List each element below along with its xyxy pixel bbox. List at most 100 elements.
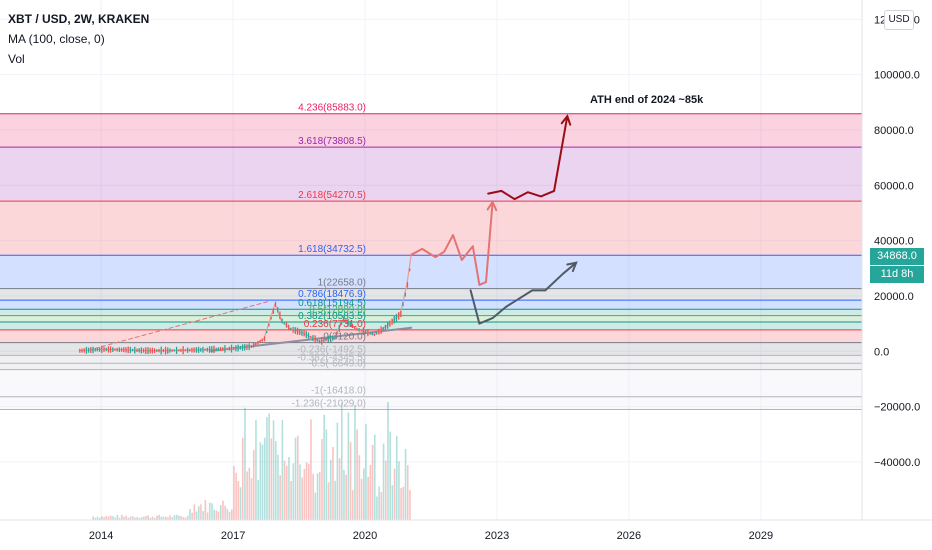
price-candle: [118, 347, 121, 353]
price-candle: [114, 348, 116, 351]
fib-zone: [0, 309, 862, 316]
forecast-gray-arrow: [469, 261, 578, 325]
x-tick-label: 2020: [353, 530, 377, 542]
price-candle: [354, 326, 356, 329]
volume-bar: [387, 402, 389, 520]
price-candle: [156, 349, 158, 352]
volume-bar: [305, 462, 308, 520]
countdown-badge: 11d 8h: [870, 266, 924, 283]
price-candle: [90, 347, 92, 354]
price-candle: [255, 342, 257, 346]
volume-bar: [255, 419, 257, 520]
volume-bar: [303, 468, 306, 520]
price-candle: [158, 348, 160, 353]
price-candle: [290, 327, 292, 331]
volume-bar: [153, 518, 156, 520]
price-candle: [193, 347, 195, 353]
price-candle: [233, 346, 235, 351]
volume-bar: [340, 402, 343, 520]
price-candle: [307, 332, 310, 339]
volume-bar: [204, 499, 207, 520]
price-candle: [94, 348, 96, 352]
price-candle: [98, 347, 101, 352]
volume-bar: [107, 516, 110, 520]
forecasts: [410, 114, 578, 325]
volume-bar: [138, 517, 141, 520]
price-candle: [336, 331, 338, 335]
ma-indicator-label[interactable]: MA (100, close, 0): [8, 32, 105, 46]
price-candle: [351, 323, 354, 328]
volume-bar: [332, 446, 334, 520]
volume-bar: [195, 511, 198, 520]
y-tick-label: 40000.0: [874, 236, 914, 248]
currency-button[interactable]: USD: [884, 10, 914, 30]
price-candle: [389, 320, 391, 327]
fib-label: -0.5(-6649.0): [308, 359, 366, 370]
volume-bar: [129, 516, 132, 520]
volume-bar: [400, 488, 402, 520]
price-candle: [164, 346, 167, 355]
price-candle: [112, 347, 114, 352]
fib-label: 0.382(10583.5): [298, 311, 366, 322]
volume-bar: [193, 504, 196, 520]
price-candle: [391, 318, 393, 325]
fib-labels: 4.236(85883.0) 3.618(73808.5) 2.618(54270.…: [292, 103, 367, 410]
price-candle: [217, 347, 220, 352]
price-candle: [101, 345, 103, 353]
volume-bar: [354, 404, 356, 520]
volume-bar: [145, 516, 147, 520]
fib-label: -0.382(-4345.5): [297, 352, 366, 363]
volume-bars: [92, 402, 411, 520]
volume-bar: [237, 481, 240, 520]
price-candle: [178, 349, 180, 352]
price-candle: [215, 347, 217, 351]
volume-bar: [369, 464, 372, 520]
volume-bar: [215, 510, 218, 520]
price-candle: [310, 335, 312, 338]
price-candle: [134, 346, 136, 354]
price-candle: [230, 344, 233, 353]
volume-bar: [402, 486, 405, 520]
fib-zone: [0, 201, 862, 256]
volume-bar: [384, 460, 387, 520]
price-candle: [369, 331, 371, 335]
volume-bar: [118, 517, 121, 520]
volume-bar: [235, 472, 237, 520]
legend: XBT / USD, 2W, KRAKEN MA (100, close, 0)…: [8, 9, 149, 69]
fib-label: 0.618(15194.5): [298, 298, 366, 309]
symbol-title[interactable]: XBT / USD, 2W, KRAKEN: [8, 12, 150, 26]
price-candle: [109, 346, 112, 353]
price-candle: [402, 302, 404, 307]
volume-indicator-label[interactable]: Vol: [8, 52, 25, 66]
volume-bar: [101, 516, 103, 520]
fib-zone: [0, 315, 862, 323]
fib-label: 0.5(12889.0): [309, 305, 366, 316]
price-candle: [169, 348, 171, 353]
volume-bar: [270, 438, 273, 520]
volume-bar: [191, 512, 193, 520]
fib-zone: [0, 147, 862, 202]
volume-bar: [175, 514, 178, 520]
volume-bar: [274, 441, 277, 520]
volume-bar: [294, 437, 297, 520]
volume-bar: [112, 516, 114, 520]
x-axis-labels: 2014 2017 2020 2023 2026 2029: [89, 530, 773, 542]
volume-bar: [206, 512, 209, 520]
volume-bar: [345, 474, 347, 520]
price-candle: [140, 347, 143, 354]
price-candle: [285, 322, 288, 328]
fib-label: 0.236(7731.0): [304, 319, 366, 330]
price-candle: [250, 345, 252, 348]
volume-bar: [226, 508, 229, 520]
price-candle: [345, 319, 347, 324]
price-candle: [358, 328, 360, 332]
price-candle: [173, 349, 176, 352]
price-candle: [125, 347, 127, 353]
price-candle: [393, 315, 395, 324]
dashed-trendline: [87, 301, 269, 351]
volume-bar: [321, 439, 323, 520]
price-candle: [138, 348, 140, 353]
price-candle: [387, 322, 389, 329]
price-candle: [145, 347, 147, 354]
fib-lines: [0, 113, 862, 410]
